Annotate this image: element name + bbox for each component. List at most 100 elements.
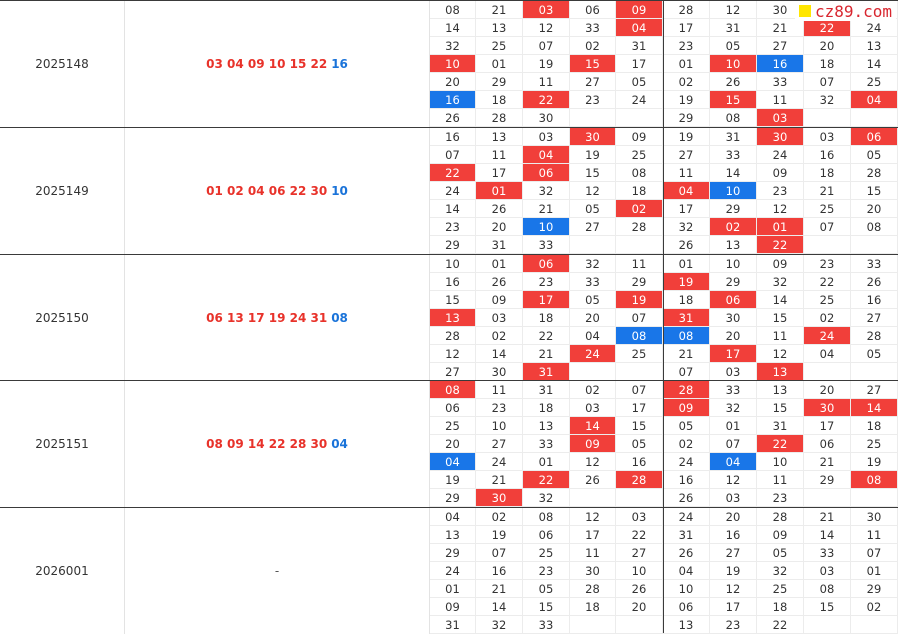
grid-cell: 02 (851, 598, 898, 616)
grid-cell: 26 (710, 73, 757, 91)
grid-cell: 16 (663, 471, 710, 489)
winning-numbers: 01 02 04 06 22 30 10 (125, 128, 430, 254)
site-logo[interactable]: cz89.com (795, 1, 897, 21)
grid-cell (616, 236, 663, 254)
grid-cell: 30 (570, 562, 616, 580)
grid-cell: 12 (523, 19, 570, 37)
grid-cell (804, 616, 851, 634)
grid-cell: 31 (616, 37, 663, 55)
red-hit-cell: 28 (616, 471, 663, 489)
grid-cell: 15 (757, 399, 804, 417)
grid-cell (851, 109, 898, 127)
grid-cell: 20 (616, 598, 663, 616)
grid-cell: 07 (476, 544, 523, 562)
grid-cell: 27 (616, 544, 663, 562)
grid-cell: 15 (523, 598, 570, 616)
grid-cell: 32 (757, 273, 804, 291)
grid-cell: 23 (757, 182, 804, 200)
grid-cell: 16 (476, 562, 523, 580)
red-hit-cell: 04 (616, 19, 663, 37)
grid-cell: 12 (570, 508, 616, 526)
winning-numbers: 03 04 09 10 15 22 16 (125, 1, 430, 127)
grid-cell: 08 (804, 580, 851, 598)
grid-cell: 25 (757, 580, 804, 598)
grid-cell: 01 (710, 417, 757, 435)
grid-cell: 21 (476, 1, 523, 19)
red-hit-cell: 13 (757, 363, 804, 381)
grid-cell: 33 (523, 236, 570, 254)
grid-cell: 25 (804, 291, 851, 309)
grid-cell: 21 (804, 182, 851, 200)
grid-cell (616, 616, 663, 634)
grid-cell: 16 (430, 128, 476, 146)
red-hit-cell: 14 (851, 399, 898, 417)
no-result-dash: - (274, 564, 280, 578)
grid-cell: 14 (430, 200, 476, 218)
grid-cell: 14 (851, 55, 898, 73)
grid-cell: 04 (430, 508, 476, 526)
grid-cell: 18 (476, 91, 523, 109)
grid-cell: 28 (476, 109, 523, 127)
grid-cell: 26 (663, 489, 710, 507)
grid-cell: 13 (476, 19, 523, 37)
grid-cell: 33 (757, 73, 804, 91)
draw-row: 2026001-04 02 08 12 03 24 20 28 21 30 13 19 06 17 22 31… (0, 507, 898, 634)
grid-cell: 24 (851, 19, 898, 37)
grid-cell: 25 (851, 435, 898, 453)
grid-cell: 13 (663, 616, 710, 634)
grid-cell (851, 236, 898, 254)
grid-cell: 07 (616, 309, 663, 327)
grid-cell: 33 (570, 273, 616, 291)
grid-cell: 02 (476, 327, 523, 345)
grid-cell: 05 (851, 345, 898, 363)
grid-cell: 07 (851, 544, 898, 562)
grid-cell: 16 (804, 146, 851, 164)
grid-cell: 29 (616, 273, 663, 291)
grid-cell: 26 (570, 471, 616, 489)
grid-cell: 07 (710, 435, 757, 453)
red-hit-cell: 17 (710, 345, 757, 363)
grid-cell: 07 (663, 363, 710, 381)
grid-cell: 07 (804, 218, 851, 236)
grid-cell: 01 (851, 562, 898, 580)
red-hit-cell: 04 (523, 146, 570, 164)
grid-cell: 02 (804, 309, 851, 327)
grid-cell: 33 (710, 381, 757, 399)
grid-cell: 23 (570, 91, 616, 109)
blue-ball: 10 (331, 184, 348, 198)
grid-cell: 29 (710, 273, 757, 291)
red-hit-cell: 10 (710, 55, 757, 73)
grid-cell: 03 (710, 363, 757, 381)
grid-cell: 26 (851, 273, 898, 291)
grid-cell: 29 (430, 236, 476, 254)
grid-cell: 32 (523, 489, 570, 507)
grid-cell: 19 (570, 146, 616, 164)
red-hit-cell: 09 (663, 399, 710, 417)
grid-cell: 19 (430, 471, 476, 489)
grid-cell: 31 (663, 526, 710, 544)
red-hit-cell: 24 (570, 345, 616, 363)
grid-cell: 07 (523, 37, 570, 55)
grid-cell: 29 (851, 580, 898, 598)
red-hit-cell: 13 (430, 309, 476, 327)
grid-cell: 27 (570, 73, 616, 91)
grid-cell: 17 (476, 164, 523, 182)
grid-cell: 10 (616, 562, 663, 580)
grid-cell: 22 (757, 616, 804, 634)
draw-row: 2025150 06 13 17 19 24 31 08 10 01 06 32 11 01 10… (0, 254, 898, 381)
grid-cell (804, 236, 851, 254)
grid-cell: 12 (570, 453, 616, 471)
grid-cell: 12 (757, 345, 804, 363)
grid-cell: 16 (430, 273, 476, 291)
red-hit-cell: 24 (804, 327, 851, 345)
grid-cell: 01 (476, 255, 523, 273)
red-hit-cell: 09 (570, 435, 616, 453)
grid-cell: 03 (616, 508, 663, 526)
grid-cell: 31 (757, 417, 804, 435)
red-hit-cell: 04 (851, 91, 898, 109)
issue-number: 2026001 (0, 508, 125, 634)
grid-cell: 17 (804, 417, 851, 435)
red-hit-cell: 06 (710, 291, 757, 309)
blue-hit-cell: 10 (523, 218, 570, 236)
grid-cell: 31 (710, 128, 757, 146)
